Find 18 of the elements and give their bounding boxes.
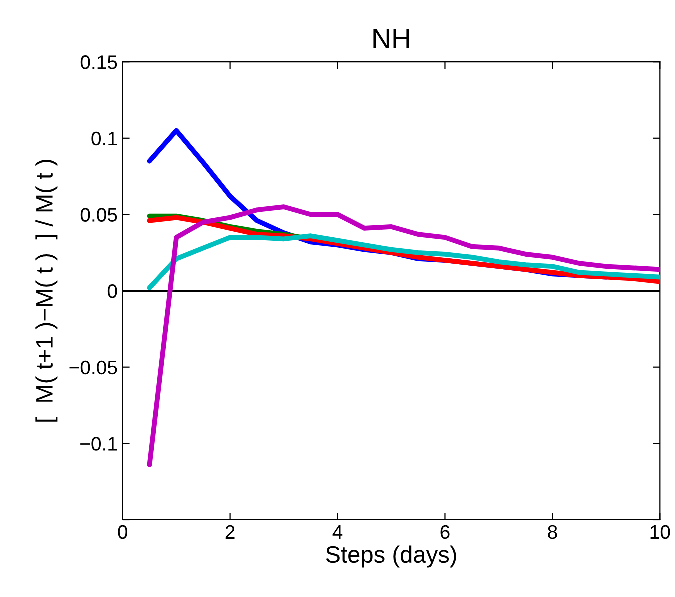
chart-title: NH (374, 29, 410, 48)
y-tick-label: −0.05 (70, 360, 118, 375)
x-axis-title: Steps (days) (326, 546, 456, 568)
y-tick-label: 0.05 (80, 208, 118, 222)
x-tick-label: 2 (226, 525, 235, 539)
y-tick-label: −0.1 (80, 437, 118, 451)
x-tick-label: 10 (650, 525, 670, 540)
x-tick-label: 0 (118, 525, 128, 540)
line-series (147, 234, 660, 290)
y-axis-title: [ M( t+1 )−M( t ) ] / M( t ) (36, 160, 58, 422)
x-tick-label: 6 (440, 525, 450, 540)
x-tick-label: 4 (332, 526, 343, 539)
line-series (147, 215, 660, 284)
y-tick-label: 0.1 (92, 132, 118, 146)
x-tick-label: 8 (548, 525, 558, 540)
y-tick-label: 0.15 (80, 56, 118, 70)
line-series (147, 204, 660, 468)
y-tick-label: 0 (108, 284, 118, 298)
